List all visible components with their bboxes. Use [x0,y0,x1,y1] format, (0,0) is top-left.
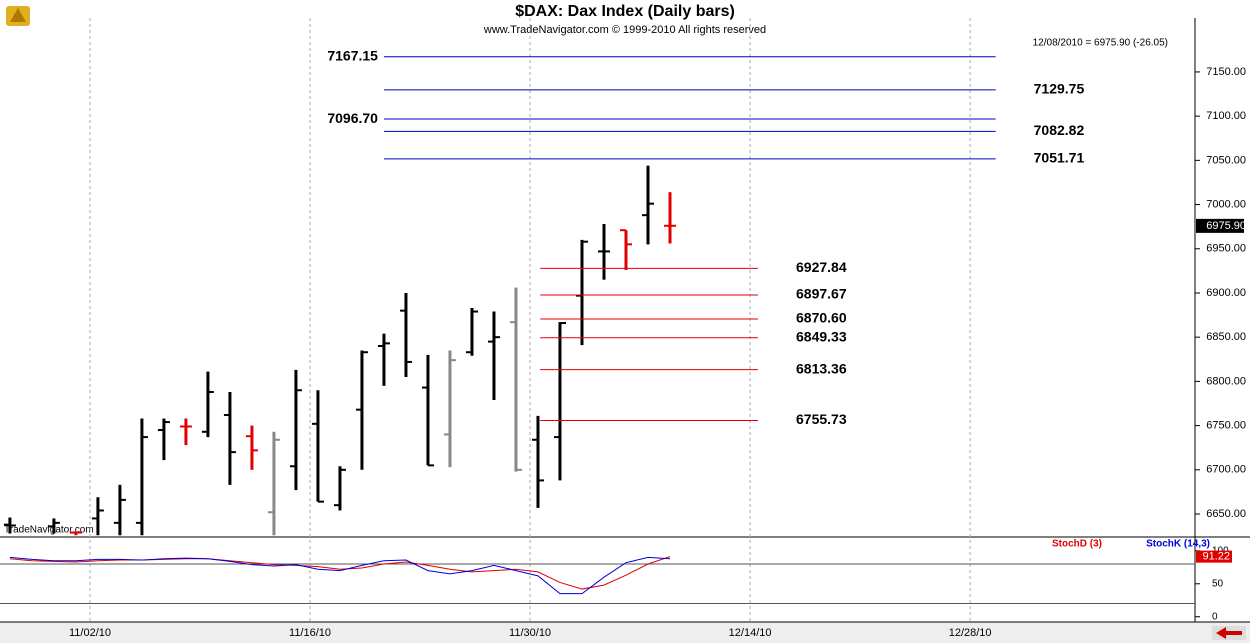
y-tick-label: 6700.00 [1206,464,1246,476]
legend-entry: StochD (3) [1052,539,1102,550]
time-axis-bg [0,622,1250,643]
y-tick-label: 7100.00 [1206,110,1246,122]
stoch-line [9,556,671,590]
y-tick-label: 6950.00 [1206,243,1246,255]
annotation: 12/08/2010 = 6975.90 (-26.05) [1033,38,1168,49]
x-tick-label: 11/02/10 [69,627,111,639]
last-value-label: 91.22 [1202,551,1230,563]
nav-arrow[interactable] [1212,626,1246,640]
y-tick-label: 50 [1212,578,1224,589]
logo [6,6,30,26]
level-label: 6849.33 [796,328,847,344]
level-label: 6927.84 [796,259,847,275]
level-label: 6813.36 [796,360,847,376]
level-label: 7082.82 [1034,122,1085,138]
x-tick-label: 12/28/10 [949,627,992,639]
y-tick-label: 6850.00 [1206,331,1246,343]
y-tick-label: 0 [1212,611,1218,622]
y-tick-label: 7050.00 [1206,154,1246,166]
level-label: 6755.73 [796,411,847,427]
level-label: 6870.60 [796,310,847,326]
last-value-box [1196,550,1232,563]
x-tick-label: 11/16/10 [289,627,331,639]
y-tick-label: 6900.00 [1206,287,1246,299]
watermark: TradeNavigator.com [4,525,94,536]
y-tick-label: 6750.00 [1206,420,1246,432]
level-label: 6897.67 [796,286,847,302]
level-label: 7051.71 [1034,150,1085,166]
level-label: 7167.15 [327,47,378,63]
y-tick-label: 6650.00 [1206,508,1246,520]
plot [3,165,677,536]
y-tick-label: 7000.00 [1206,198,1246,210]
last-price-box [1196,218,1244,233]
legend-entry: StochK (14,3) [1146,539,1210,550]
y-tick-label: 7150.00 [1206,66,1246,78]
x-tick-label: 11/30/10 [509,627,551,639]
x-tick-label: 12/14/10 [729,627,772,639]
stoch-line [9,556,671,595]
level-label: 7129.75 [1034,81,1085,97]
chart-title: $DAX: Dax Index (Daily bars) [515,3,735,20]
y-tick-label: 6800.00 [1206,375,1246,387]
level-label: 7096.70 [327,110,378,126]
subtitle: www.TradeNavigator.com © 1999-2010 All r… [483,24,766,36]
last-price-label: 6975.90 [1206,220,1246,232]
